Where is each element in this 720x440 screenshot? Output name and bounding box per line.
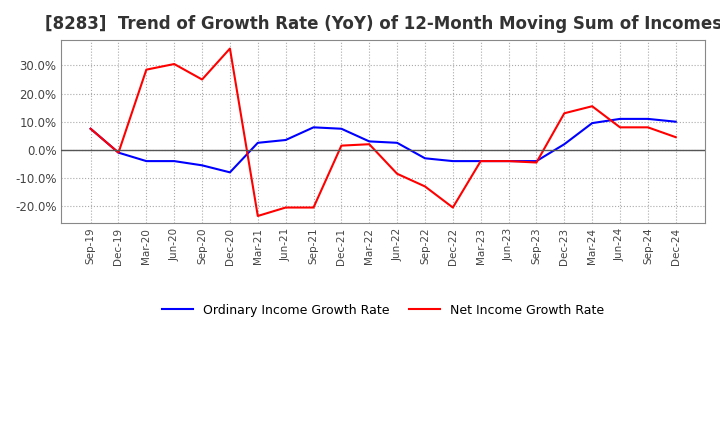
Net Income Growth Rate	[365, 142, 374, 147]
Net Income Growth Rate	[253, 213, 262, 219]
Net Income Growth Rate	[170, 62, 179, 67]
Line: Ordinary Income Growth Rate: Ordinary Income Growth Rate	[91, 119, 676, 172]
Net Income Growth Rate	[420, 184, 429, 189]
Ordinary Income Growth Rate	[616, 116, 624, 121]
Net Income Growth Rate	[114, 150, 123, 155]
Net Income Growth Rate	[337, 143, 346, 148]
Net Income Growth Rate	[282, 205, 290, 210]
Net Income Growth Rate	[86, 126, 95, 132]
Net Income Growth Rate	[142, 67, 150, 72]
Ordinary Income Growth Rate	[170, 158, 179, 164]
Net Income Growth Rate	[225, 46, 234, 51]
Ordinary Income Growth Rate	[560, 142, 569, 147]
Net Income Growth Rate	[616, 125, 624, 130]
Ordinary Income Growth Rate	[532, 158, 541, 164]
Net Income Growth Rate	[644, 125, 652, 130]
Net Income Growth Rate	[504, 158, 513, 164]
Ordinary Income Growth Rate	[282, 137, 290, 143]
Net Income Growth Rate	[560, 110, 569, 116]
Net Income Growth Rate	[449, 205, 457, 210]
Ordinary Income Growth Rate	[337, 126, 346, 132]
Ordinary Income Growth Rate	[86, 126, 95, 132]
Ordinary Income Growth Rate	[504, 158, 513, 164]
Title: [8283]  Trend of Growth Rate (YoY) of 12-Month Moving Sum of Incomes: [8283] Trend of Growth Rate (YoY) of 12-…	[45, 15, 720, 33]
Ordinary Income Growth Rate	[588, 121, 596, 126]
Line: Net Income Growth Rate: Net Income Growth Rate	[91, 48, 676, 216]
Net Income Growth Rate	[672, 135, 680, 140]
Net Income Growth Rate	[477, 158, 485, 164]
Ordinary Income Growth Rate	[142, 158, 150, 164]
Ordinary Income Growth Rate	[253, 140, 262, 146]
Ordinary Income Growth Rate	[225, 170, 234, 175]
Net Income Growth Rate	[532, 160, 541, 165]
Ordinary Income Growth Rate	[114, 150, 123, 155]
Ordinary Income Growth Rate	[420, 156, 429, 161]
Net Income Growth Rate	[588, 103, 596, 109]
Ordinary Income Growth Rate	[309, 125, 318, 130]
Ordinary Income Growth Rate	[198, 163, 207, 168]
Net Income Growth Rate	[198, 77, 207, 82]
Ordinary Income Growth Rate	[365, 139, 374, 144]
Ordinary Income Growth Rate	[449, 158, 457, 164]
Legend: Ordinary Income Growth Rate, Net Income Growth Rate: Ordinary Income Growth Rate, Net Income …	[157, 299, 609, 322]
Net Income Growth Rate	[309, 205, 318, 210]
Ordinary Income Growth Rate	[393, 140, 402, 146]
Ordinary Income Growth Rate	[477, 158, 485, 164]
Net Income Growth Rate	[393, 171, 402, 176]
Ordinary Income Growth Rate	[672, 119, 680, 125]
Ordinary Income Growth Rate	[644, 116, 652, 121]
